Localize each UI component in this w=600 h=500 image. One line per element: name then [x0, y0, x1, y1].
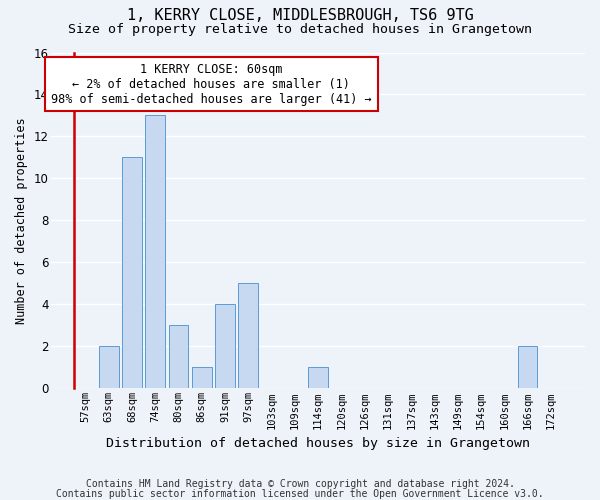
Bar [215, 304, 235, 388]
Y-axis label: Number of detached properties: Number of detached properties [15, 117, 28, 324]
Text: 1 KERRY CLOSE: 60sqm
← 2% of detached houses are smaller (1)
98% of semi-detache: 1 KERRY CLOSE: 60sqm ← 2% of detached ho… [51, 62, 372, 106]
Text: Contains HM Land Registry data © Crown copyright and database right 2024.: Contains HM Land Registry data © Crown c… [86, 479, 514, 489]
Bar [308, 368, 328, 388]
Bar [122, 158, 142, 388]
X-axis label: Distribution of detached houses by size in Grangetown: Distribution of detached houses by size … [106, 437, 530, 450]
Bar [192, 368, 212, 388]
Bar [145, 116, 165, 388]
Bar [99, 346, 119, 389]
Bar [518, 346, 538, 389]
Bar [238, 284, 258, 389]
Text: Contains public sector information licensed under the Open Government Licence v3: Contains public sector information licen… [56, 489, 544, 499]
Text: 1, KERRY CLOSE, MIDDLESBROUGH, TS6 9TG: 1, KERRY CLOSE, MIDDLESBROUGH, TS6 9TG [127, 8, 473, 22]
Bar [169, 326, 188, 388]
Text: Size of property relative to detached houses in Grangetown: Size of property relative to detached ho… [68, 22, 532, 36]
